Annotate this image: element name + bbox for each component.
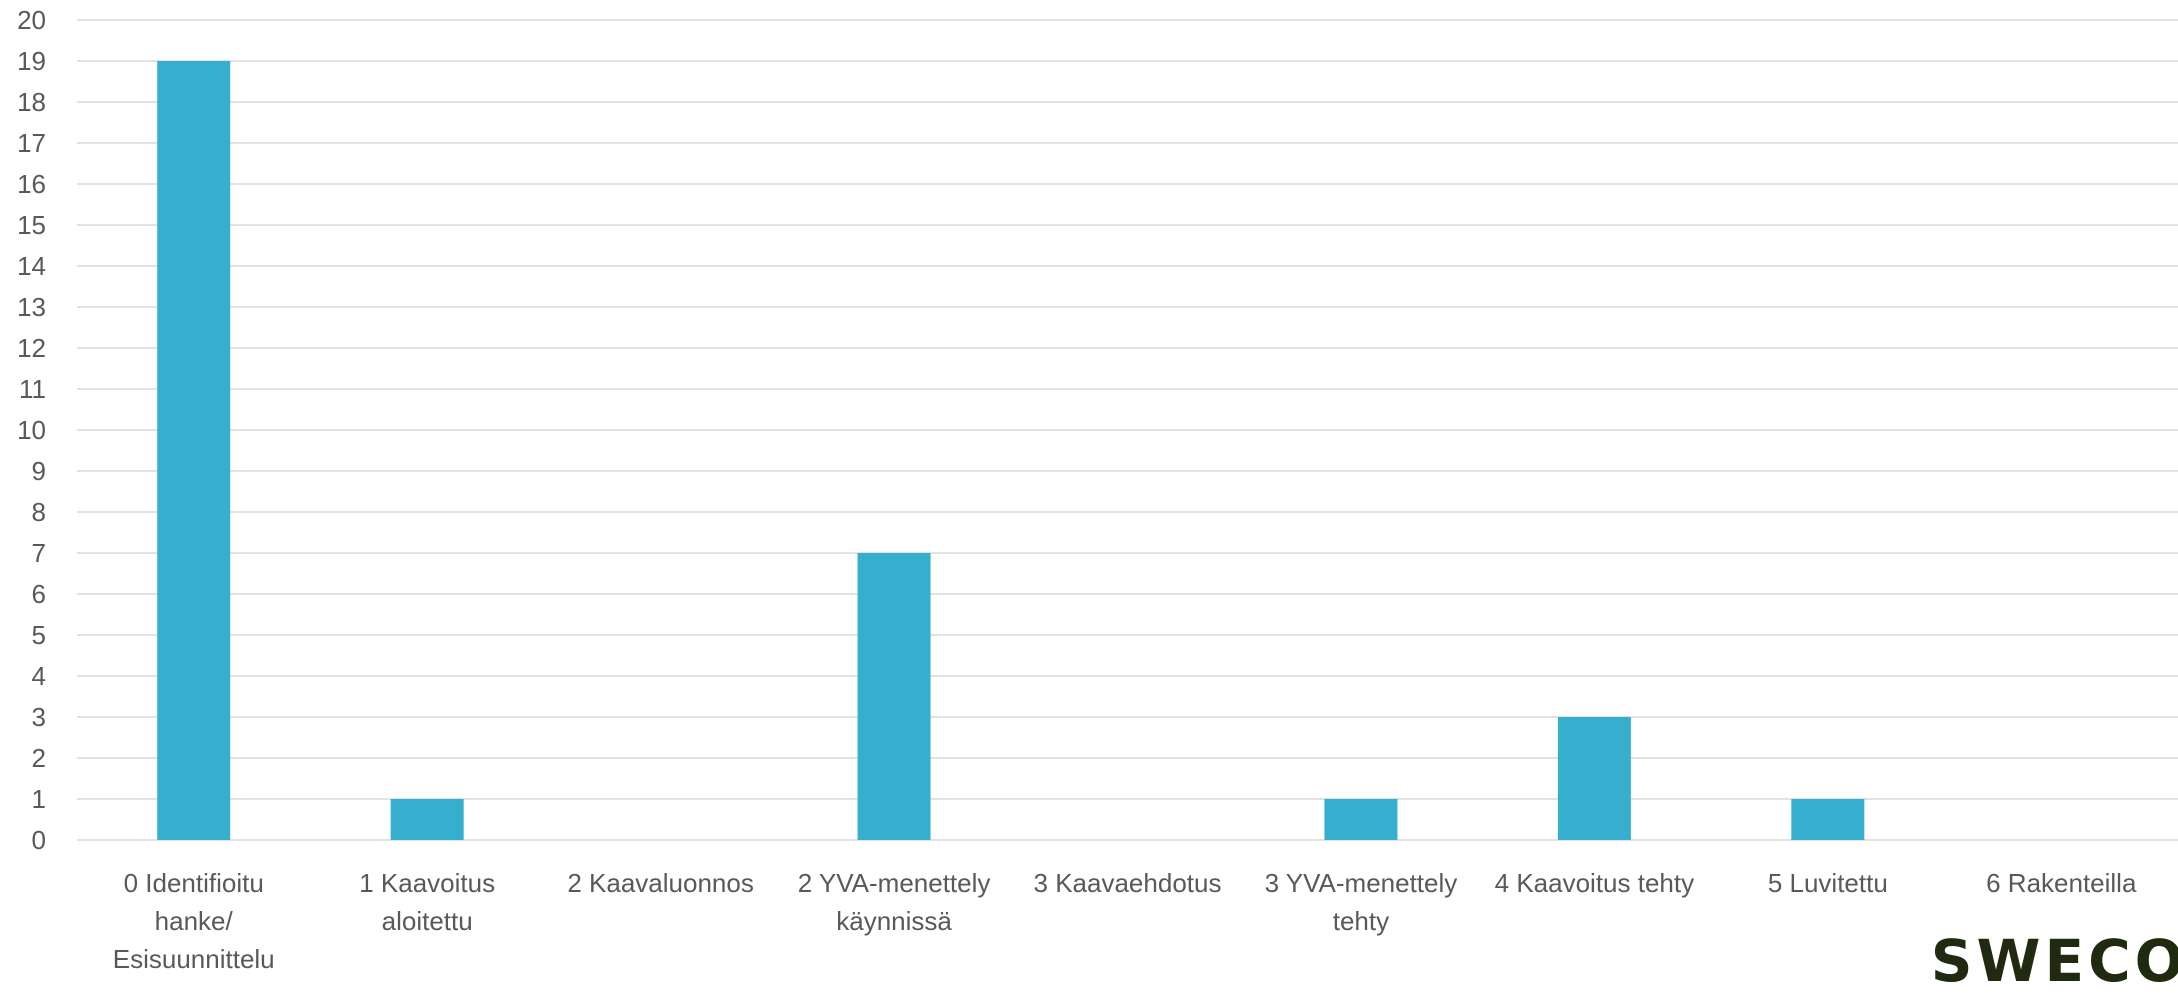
sweco-logo: SWECO	[1930, 927, 2178, 995]
y-tick-label: 12	[17, 333, 46, 363]
x-tick-label: 4 Kaavoitus tehty	[1495, 868, 1694, 898]
y-tick-label: 19	[17, 46, 46, 76]
y-tick-label: 14	[17, 251, 46, 281]
bar	[157, 61, 231, 840]
y-tick-label: 5	[32, 620, 46, 650]
bar	[1791, 799, 1865, 840]
bar	[1557, 717, 1631, 840]
bar	[390, 799, 464, 840]
y-tick-label: 8	[32, 497, 46, 527]
bar	[1324, 799, 1398, 840]
y-tick-label: 4	[32, 661, 46, 691]
x-tick-label: 6 Rakenteilla	[1986, 868, 2137, 898]
y-tick-label: 11	[19, 374, 46, 404]
y-tick-label: 2	[32, 743, 46, 773]
y-tick-label: 10	[17, 415, 46, 445]
y-tick-label: 16	[17, 169, 46, 199]
x-tick-label: 3 YVA-menettely tehty	[1265, 868, 1458, 936]
x-tick-label: 5 Luvitettu	[1768, 868, 1888, 898]
y-tick-label: 15	[17, 210, 46, 240]
bar	[857, 553, 931, 840]
x-tick-label: 2 Kaavaluonnos	[567, 868, 753, 898]
y-tick-label: 13	[17, 292, 46, 322]
y-tick-label: 9	[32, 456, 46, 486]
chart-area: 0 1 2 3 4 5 6 7 8 9 10 11 12 13 14 15 16 17 18 19 20 0 Ident…	[17, 5, 2178, 974]
y-tick-label: 18	[17, 87, 46, 117]
y-tick-label: 1	[32, 784, 46, 814]
y-tick-label: 7	[32, 538, 46, 568]
y-tick-label: 6	[32, 579, 46, 609]
x-tick-label: 0 Identifioitu hanke/Esisuunnittelu	[113, 868, 275, 973]
y-tick-label: 20	[17, 5, 46, 35]
x-tick-label: 3 Kaavaehdotus	[1034, 868, 1222, 898]
y-tick-label: 17	[17, 128, 46, 158]
y-tick-label: 3	[32, 702, 46, 732]
y-tick-label: 0	[32, 825, 46, 855]
x-tick-label: 2 YVA-menettely käynnissä	[798, 868, 991, 936]
x-tick-label: 1 Kaavoitus aloitettu	[359, 868, 495, 936]
